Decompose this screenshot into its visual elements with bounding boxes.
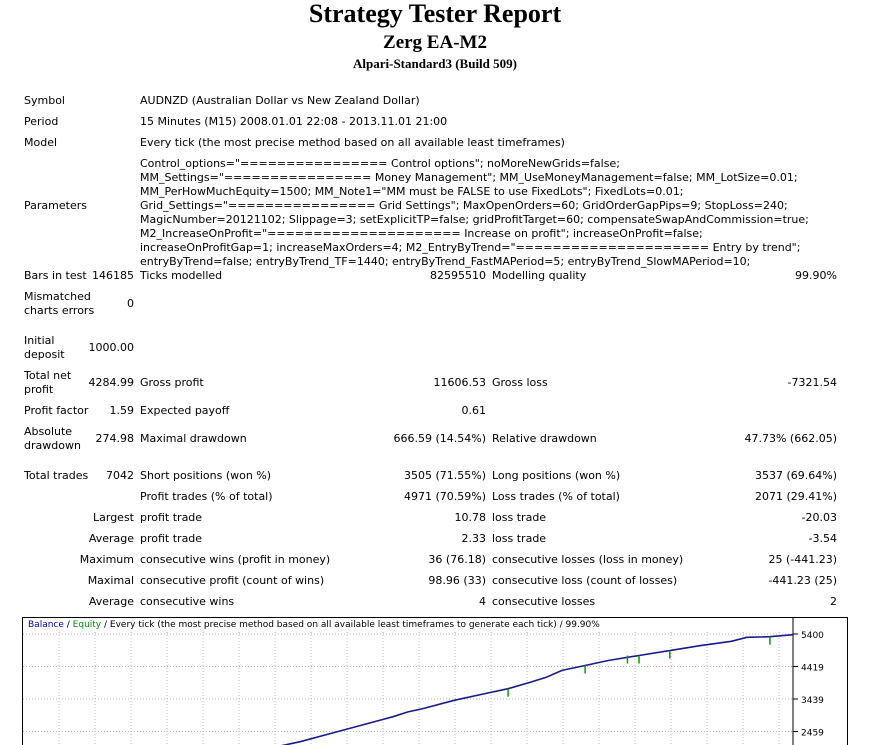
y-tick-label: 2459: [801, 729, 824, 739]
balance-chart-svg: 5400 4419 3439 2459: [23, 618, 824, 745]
average-consecutive-label: Average: [88, 595, 134, 608]
ea-name: Zerg EA-M2: [383, 32, 487, 53]
initial-label-2: deposit: [24, 348, 65, 361]
quality-label: Modelling quality: [492, 269, 587, 282]
absolute-drawdown-label-2: drawdown: [24, 439, 81, 452]
mismatched-label-2: charts errors: [24, 304, 95, 317]
profit-factor-label: Profit factor: [24, 404, 89, 417]
server-build: Alpari-Standard3 (Build 509): [353, 56, 517, 71]
total-trades-value: 7042: [106, 469, 134, 482]
parameters-value: Control_options="================ Contro…: [140, 157, 809, 268]
period-value: 15 Minutes (M15) 2008.01.01 22:08 - 2013…: [140, 115, 448, 128]
long-positions-label: Long positions (won %): [492, 469, 621, 482]
mismatched-value: 0: [127, 297, 134, 310]
short-positions-value: 3505 (71.55%): [403, 469, 486, 482]
model-value: Every tick (the most precise method base…: [140, 136, 565, 149]
bars-label: Bars in test: [24, 269, 87, 282]
maximal-consecutive-loss-value: -441.23 (25): [768, 574, 837, 587]
initial-label: Initial: [24, 334, 55, 347]
y-tick-label: 4419: [801, 664, 824, 674]
ticks-label: Ticks modelled: [140, 269, 223, 282]
gross-loss-value: -7321.54: [787, 376, 837, 389]
gross-profit-label: Gross profit: [140, 376, 204, 389]
mismatched-label: Mismatched: [24, 290, 91, 303]
maximal-consecutive-loss-label: consecutive loss (count of losses): [492, 574, 678, 587]
average-loss-value: -3.54: [808, 532, 837, 545]
relative-drawdown-value: 47.73% (662.05): [744, 432, 837, 445]
max-consecutive-wins-value: 36 (76.18): [428, 553, 486, 566]
average-consecutive-wins-value: 4: [479, 595, 486, 608]
ticks-value: 82595510: [430, 269, 486, 282]
period-label: Period: [24, 115, 59, 128]
expected-payoff-value: 0.61: [461, 404, 487, 417]
net-profit-value: 4284.99: [88, 376, 135, 389]
total-trades-label: Total trades: [24, 469, 89, 482]
y-tick-label: 5400: [801, 631, 824, 641]
legend-balance: Balance: [28, 620, 64, 630]
initial-value: 1000.00: [88, 341, 135, 354]
symbol-label: Symbol: [24, 94, 65, 107]
maximal-drawdown-label: Maximal drawdown: [140, 432, 247, 445]
balance-line: [280, 633, 794, 745]
expected-payoff-label: Expected payoff: [140, 404, 230, 417]
profit-factor-value: 1.59: [109, 404, 135, 417]
largest-profit-value: 10.78: [454, 511, 487, 524]
short-positions-label: Short positions (won %): [140, 469, 272, 482]
parameters-label: Parameters: [24, 199, 87, 212]
model-label: Model: [24, 136, 58, 149]
long-positions-value: 3537 (69.64%): [754, 469, 837, 482]
absolute-drawdown-value: 274.98: [95, 432, 135, 445]
maximal-consecutive-profit-label: consecutive profit (count of wins): [140, 574, 325, 587]
largest-loss-label: loss trade: [492, 511, 547, 524]
bars-value: 146185: [92, 269, 134, 282]
average-consecutive-wins-label: consecutive wins: [140, 595, 235, 608]
maximum-label: Maximum: [79, 553, 134, 566]
symbol-value: AUDNZD (Australian Dollar vs New Zealand…: [140, 94, 420, 107]
gross-profit-value: 11606.53: [433, 376, 487, 389]
average-label: Average: [88, 532, 134, 545]
maximal-label: Maximal: [87, 574, 134, 587]
report-title: Strategy Tester Report: [308, 0, 562, 28]
average-profit-value: 2.33: [461, 532, 487, 545]
legend-description: / Every tick (the most precise method ba…: [101, 620, 600, 630]
largest-profit-label: profit trade: [140, 511, 203, 524]
y-tick-label: 3439: [801, 696, 824, 706]
relative-drawdown-label: Relative drawdown: [492, 432, 597, 445]
legend-sep: /: [63, 620, 73, 630]
max-consecutive-losses-label: consecutive losses (loss in money): [492, 553, 684, 566]
net-profit-label: Total net: [24, 369, 72, 382]
legend-equity: Equity: [72, 620, 102, 630]
largest-label: Largest: [93, 511, 134, 524]
absolute-drawdown-label: Absolute: [24, 425, 73, 438]
max-consecutive-losses-value: 25 (-441.23): [768, 553, 837, 566]
gross-loss-label: Gross loss: [492, 376, 548, 389]
loss-trades-label: Loss trades (% of total): [492, 490, 620, 503]
quality-value: 99.90%: [795, 269, 837, 282]
average-consecutive-losses-label: consecutive losses: [492, 595, 596, 608]
net-profit-label-2: profit: [24, 383, 54, 396]
profit-trades-label: Profit trades (% of total): [140, 490, 273, 503]
loss-trades-value: 2071 (29.41%): [754, 490, 837, 503]
average-consecutive-losses-value: 2: [830, 595, 837, 608]
largest-loss-value: -20.03: [801, 511, 837, 524]
maximal-drawdown-value: 666.59 (14.54%): [393, 432, 486, 445]
profit-trades-value: 4971 (70.59%): [403, 490, 486, 503]
average-profit-label: profit trade: [140, 532, 203, 545]
average-loss-label: loss trade: [492, 532, 547, 545]
max-consecutive-wins-label: consecutive wins (profit in money): [140, 553, 331, 566]
balance-chart: 5400 4419 3439 2459 Balance / Equity / Ever…: [22, 617, 848, 745]
maximal-consecutive-profit-value: 98.96 (33): [428, 574, 486, 587]
chart-legend: Balance / Equity / Every tick (the most …: [28, 620, 600, 630]
